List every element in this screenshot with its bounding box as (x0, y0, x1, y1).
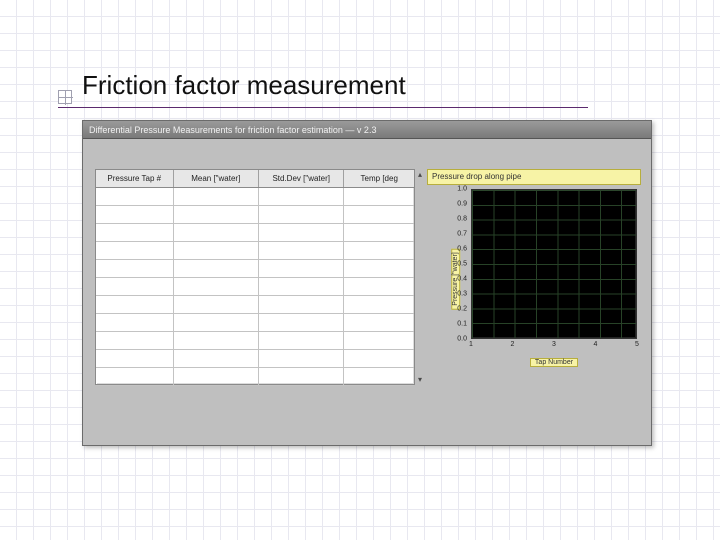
table-cell[interactable] (174, 260, 259, 277)
table-row[interactable] (96, 296, 414, 314)
table-cell[interactable] (96, 260, 174, 277)
scroll-down-icon[interactable]: ▾ (418, 375, 422, 384)
table-cell[interactable] (174, 242, 259, 259)
col-header-temp[interactable]: Temp [deg (344, 170, 414, 187)
table-cell[interactable] (174, 224, 259, 241)
table-cell[interactable] (344, 350, 414, 367)
x-tick-label: 2 (511, 341, 515, 348)
table-cell[interactable] (344, 278, 414, 295)
table-cell[interactable] (174, 206, 259, 223)
table-cell[interactable] (344, 188, 414, 205)
data-table[interactable]: Pressure Tap # Mean ["water] Std.Dev ["w… (95, 169, 415, 385)
y-tick-label: 0.0 (457, 336, 467, 343)
table-row[interactable] (96, 188, 414, 206)
table-row[interactable] (96, 260, 414, 278)
table-row[interactable] (96, 224, 414, 242)
table-cell[interactable] (174, 188, 259, 205)
table-cell[interactable] (344, 224, 414, 241)
table-row[interactable] (96, 314, 414, 332)
x-tick-label: 1 (469, 341, 473, 348)
table-cell[interactable] (259, 368, 344, 385)
table-cell[interactable] (259, 350, 344, 367)
chart-x-axis-label: Tap Number (530, 358, 578, 367)
x-tick-label: 5 (635, 341, 639, 348)
table-cell[interactable] (96, 278, 174, 295)
table-cell[interactable] (259, 206, 344, 223)
table-cell[interactable] (174, 332, 259, 349)
chart-plot-area[interactable] (471, 189, 637, 339)
table-row[interactable] (96, 278, 414, 296)
table-cell[interactable] (344, 332, 414, 349)
table-cell[interactable] (174, 314, 259, 331)
chart-grid (472, 190, 636, 338)
table-cell[interactable] (96, 332, 174, 349)
table-cell[interactable] (259, 296, 344, 313)
chart-x-axis-label-wrap: Tap Number (471, 351, 637, 369)
table-row[interactable] (96, 206, 414, 224)
scroll-up-icon[interactable]: ▴ (418, 170, 422, 179)
table-cell[interactable] (96, 296, 174, 313)
table-cell[interactable] (174, 278, 259, 295)
table-header-row: Pressure Tap # Mean ["water] Std.Dev ["w… (96, 170, 414, 188)
y-tick-label: 0.2 (457, 306, 467, 313)
chart-panel: Pressure drop along pipe Pressure ["wate… (427, 169, 641, 385)
chart-frame: Pressure ["water] 1.00.90.80.70.60.50.40… (427, 189, 641, 369)
page-title: Friction factor measurement (58, 70, 588, 107)
table-cell[interactable] (259, 314, 344, 331)
table-cell[interactable] (96, 314, 174, 331)
y-tick-label: 0.3 (457, 291, 467, 298)
table-scrollbar[interactable]: ▴ ▾ (415, 170, 422, 384)
table-row[interactable] (96, 368, 414, 386)
y-tick-label: 0.5 (457, 261, 467, 268)
table-row[interactable] (96, 242, 414, 260)
table-cell[interactable] (344, 242, 414, 259)
table-cell[interactable] (344, 368, 414, 385)
table-cell[interactable] (96, 188, 174, 205)
window-titlebar[interactable]: Differential Pressure Measurements for f… (83, 121, 651, 139)
table-cell[interactable] (174, 368, 259, 385)
y-tick-label: 0.6 (457, 246, 467, 253)
table-cell[interactable] (259, 224, 344, 241)
table-cell[interactable] (259, 332, 344, 349)
table-cell[interactable] (174, 296, 259, 313)
table-cell[interactable] (259, 242, 344, 259)
y-tick-label: 0.9 (457, 201, 467, 208)
window-body: Pressure Tap # Mean ["water] Std.Dev ["w… (83, 139, 651, 445)
y-tick-label: 0.8 (457, 216, 467, 223)
table-row[interactable] (96, 350, 414, 368)
slide: Friction factor measurement Differential… (0, 0, 720, 540)
table-cell[interactable] (259, 278, 344, 295)
table-row[interactable] (96, 332, 414, 350)
table-cell[interactable] (259, 188, 344, 205)
x-tick-label: 3 (552, 341, 556, 348)
table-cell[interactable] (174, 350, 259, 367)
table-cell[interactable] (344, 260, 414, 277)
col-header-mean[interactable]: Mean ["water] (174, 170, 259, 187)
table-cell[interactable] (96, 224, 174, 241)
title-block: Friction factor measurement (58, 70, 588, 108)
title-underline (58, 107, 588, 108)
y-tick-label: 1.0 (457, 186, 467, 193)
col-header-stddev[interactable]: Std.Dev ["water] (259, 170, 344, 187)
table-cell[interactable] (344, 314, 414, 331)
x-tick-label: 4 (594, 341, 598, 348)
col-header-tap[interactable]: Pressure Tap # (96, 170, 174, 187)
chart-y-ticks: 1.00.90.80.70.60.50.40.30.20.10.0 (441, 189, 469, 339)
table-cell[interactable] (96, 206, 174, 223)
table-cell[interactable] (344, 206, 414, 223)
table-cell[interactable] (96, 242, 174, 259)
table-cell[interactable] (344, 296, 414, 313)
y-tick-label: 0.7 (457, 231, 467, 238)
chart-title: Pressure drop along pipe (427, 169, 641, 185)
y-tick-label: 0.4 (457, 276, 467, 283)
table-body (96, 188, 414, 386)
y-tick-label: 0.1 (457, 321, 467, 328)
table-cell[interactable] (259, 260, 344, 277)
app-window: Differential Pressure Measurements for f… (82, 120, 652, 446)
table-cell[interactable] (96, 350, 174, 367)
table-cell[interactable] (96, 368, 174, 385)
